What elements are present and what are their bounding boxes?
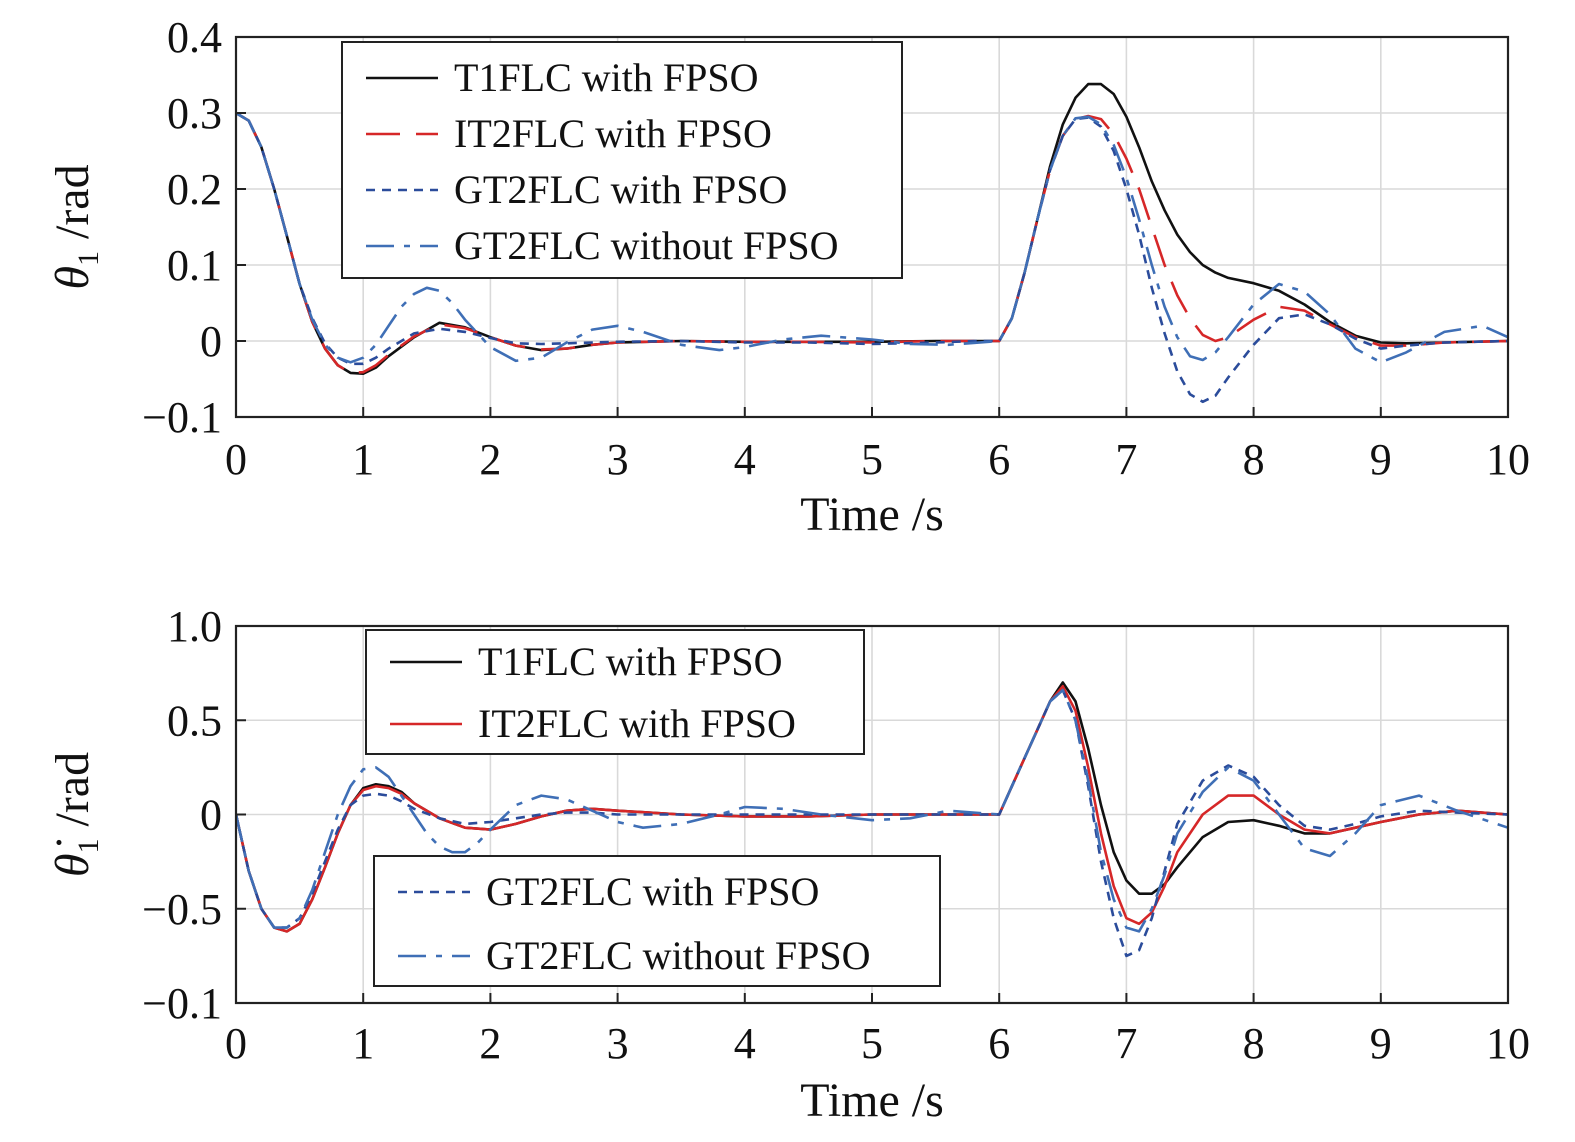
legend-box [373,855,941,987]
x-tick-label: 0 [225,1019,247,1068]
x-axis-label: Time /s [800,488,944,541]
y-tick-label: −0.1 [142,979,222,1028]
legend-label: GT2FLC with FPSO [486,869,819,914]
x-tick-label: 7 [1115,1019,1137,1068]
x-axis-label: Time /s [800,1074,944,1127]
x-tick-label: 2 [479,435,501,484]
legend-label: IT2FLC with FPSO [478,701,796,746]
series-line-3 [236,688,1508,933]
y-axis-label: θ1 /rad [46,164,105,289]
series-group [236,82,1508,404]
x-tick-label: 10 [1486,435,1530,484]
x-tick-label: 8 [1243,435,1265,484]
x-tick-label: 0 [225,435,247,484]
y-axis-unit: /rad [46,752,99,839]
y-tick-label: 0.4 [167,13,222,62]
x-tick-label: 10 [1486,1019,1530,1068]
legend-label: T1FLC with FPSO [454,55,759,100]
y-tick-label: −0.1 [142,393,222,442]
y-tick-label: 0 [200,791,222,840]
x-tick-label: 9 [1370,1019,1392,1068]
series-line-3 [236,111,1508,364]
x-tick-label: 3 [607,1019,629,1068]
x-tick-label: 3 [607,435,629,484]
x-tick-label: 5 [861,1019,883,1068]
y-axis-unit: /rad [46,164,99,251]
y-tick-label: 0.5 [167,696,222,745]
x-tick-label: 2 [479,1019,501,1068]
y-tick-label: 0 [200,317,222,366]
x-tick-label: 1 [352,435,374,484]
y-axis-subscript: 1 [72,839,105,854]
series-group [236,681,1508,958]
x-tick-label: 6 [988,1019,1010,1068]
legend-box [365,629,865,755]
series-line-2 [236,688,1508,958]
x-tick-label: 7 [1115,435,1137,484]
y-tick-label: 0.1 [167,241,222,290]
legend: T1FLC with FPSO IT2FLC with FPSO GT2FLC wi… [341,41,903,279]
legend-label: GT2FLC without FPSO [486,933,871,978]
x-tick-label: 4 [734,435,756,484]
x-tick-label: 1 [352,1019,374,1068]
legend: GT2FLC with FPSO GT2FLC without FPSO [373,855,941,987]
y-tick-label: −0.5 [142,885,222,934]
y-axis-symbol: θ [46,266,99,290]
legend-box [341,41,903,279]
legend: T1FLC with FPSO IT2FLC with FPSO [365,629,865,755]
x-tick-label: 8 [1243,1019,1265,1068]
x-tick-label: 9 [1370,435,1392,484]
legend-label: IT2FLC with FPSO [454,111,772,156]
legend-label: T1FLC with FPSO [478,639,783,684]
y-axis-label: θ̇1 /rad [46,752,105,877]
legend-label: GT2FLC without FPSO [454,223,839,268]
y-tick-label: 0.2 [167,165,222,214]
y-tick-label: 0.3 [167,89,222,138]
x-tick-label: 5 [861,435,883,484]
y-axis-subscript: 1 [72,251,105,266]
chart-theta-velocity: 0 1 2 3 4 5 6 7 8 9 10 −0.1 −0.5 0 0.5 1.0 Time /s θ̇1 /r… [46,602,1530,1127]
legend-label: GT2FLC with FPSO [454,167,787,212]
y-tick-label: 1.0 [167,602,222,651]
x-tick-label: 4 [734,1019,756,1068]
x-tick-label: 6 [988,435,1010,484]
